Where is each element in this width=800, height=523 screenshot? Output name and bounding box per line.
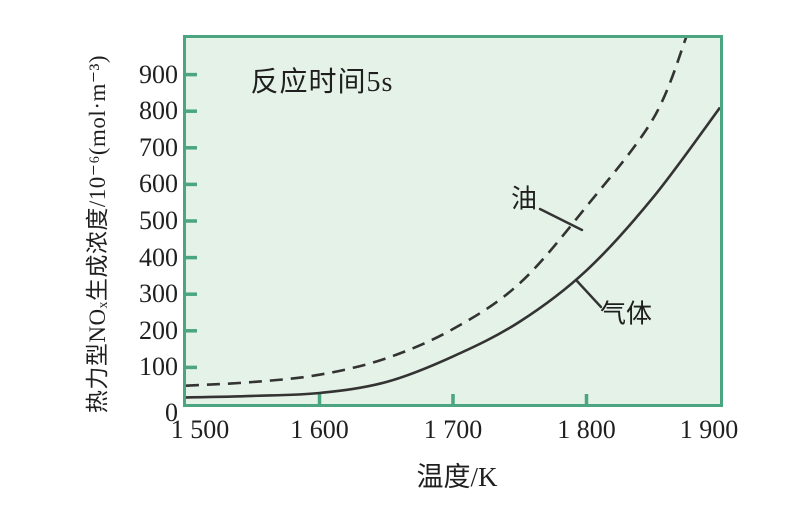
x-axis-title: 温度/K [416,462,498,492]
annotation-reaction-time: 反应时间5s [250,67,394,98]
series-label-gas: 气体 [599,299,653,329]
y-tick-label: 0 [165,398,178,427]
y-tick-label: 500 [139,206,178,235]
x-tick-label: 1 600 [290,415,349,444]
x-tick-label: 1 500 [170,415,230,444]
y-tick-label: 700 [139,132,178,162]
y-tick-label: 200 [139,315,178,345]
x-tick-label: 1 800 [557,415,616,444]
y-tick-label: 100 [139,352,178,382]
y-tick-label: 300 [139,279,178,309]
y-tick-label: 600 [139,169,178,199]
x-tick-label: 1 700 [423,415,483,444]
y-tick-label: 900 [139,59,178,89]
y-axis-title: 热力型NOₓ生成浓度/10⁻⁶(mol·m⁻³) [85,54,110,414]
x-tick-label: 1 900 [679,415,739,444]
series-label-oil: 油 [510,184,538,214]
y-tick-label: 400 [139,242,178,272]
y-tick-label: 800 [139,96,178,126]
